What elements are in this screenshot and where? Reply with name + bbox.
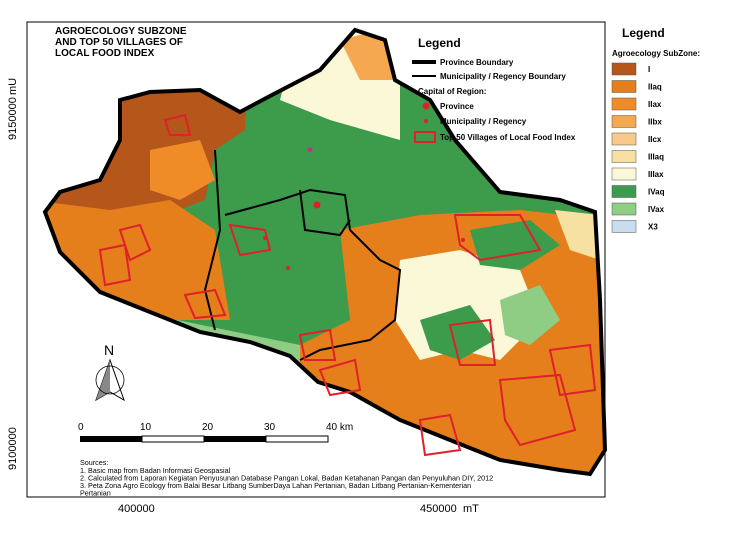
- legend-label: Municipality / Regency Boundary: [440, 72, 566, 81]
- legend-label: Top 50 Villages of Local Food Index: [440, 133, 576, 142]
- regency-capital: [286, 266, 290, 270]
- sources-heading: Sources:: [80, 458, 108, 467]
- x-label: 450000: [420, 503, 457, 515]
- legend-swatch: [611, 97, 637, 111]
- legend-symbol: [424, 119, 428, 123]
- y-unit: mU: [7, 78, 19, 95]
- legend-right: Legend Agroecology SubZone: IIIaqIIaxIIb…: [611, 26, 700, 233]
- title-line: LOCAL FOOD INDEX: [55, 48, 155, 59]
- legend-title: Legend: [622, 26, 665, 40]
- regency-capital: [461, 238, 465, 242]
- legend-swatch: [611, 202, 637, 216]
- title-line: AGROECOLOGY SUBZONE: [55, 26, 187, 37]
- scale-bar: 0 10 20 30 40 km: [78, 422, 353, 443]
- scale-label: 10: [140, 422, 152, 433]
- legend-swatch: [611, 150, 637, 163]
- regency-boundaries: [203, 149, 402, 361]
- source-line: 1. Basic map from Badan Informasi Geospa…: [80, 466, 231, 475]
- legend-swatch: [611, 132, 637, 146]
- source-line: 2. Calculated from Laporan Kegiatan Peny…: [80, 474, 493, 483]
- legend-left: Legend Province Boundary Municipality / …: [412, 36, 576, 143]
- legend-symbol: [414, 131, 436, 143]
- y-label: 9150000: [7, 97, 19, 140]
- title-line: AND TOP 50 VILLAGES OF: [55, 37, 183, 48]
- legend-swatch: [611, 115, 637, 128]
- sources: Sources:1. Basic map from Badan Informas…: [80, 458, 493, 498]
- legend-label: IIaq: [648, 83, 662, 92]
- scale-label: 0: [78, 422, 84, 433]
- legend-swatch: [611, 62, 637, 76]
- legend-label: Capital of Region:: [418, 87, 486, 96]
- scale-label: 40 km: [326, 422, 353, 433]
- scale-label: 30: [264, 422, 276, 433]
- legend-label: X3: [648, 223, 658, 232]
- subzones: [45, 30, 605, 474]
- scale-label: 20: [202, 422, 214, 433]
- legend-label: IVaq: [648, 188, 665, 197]
- legend-label: IIIaq: [648, 153, 664, 162]
- legend-label: I: [648, 65, 650, 74]
- regency-capital: [307, 147, 313, 153]
- source-line: Pertanian: [80, 489, 111, 498]
- legend-swatch: [611, 167, 637, 181]
- legend-label: IIIax: [648, 170, 664, 179]
- legend-heading: Agroecology SubZone:: [612, 49, 700, 58]
- legend-swatch: [611, 80, 637, 93]
- north-label: N: [104, 342, 114, 358]
- legend-label: IIbx: [648, 118, 662, 127]
- x-label: 400000: [118, 503, 155, 515]
- legend-label: IVax: [648, 205, 665, 214]
- source-line: 3. Peta Zona Agro Ecology from Balai Bes…: [80, 481, 471, 490]
- top-villages: [98, 113, 597, 457]
- legend-label: IIcx: [648, 135, 662, 144]
- x-unit: mT: [463, 503, 479, 515]
- map-frame: [26, 21, 606, 498]
- legend-swatch: [611, 220, 637, 233]
- legend-title: Legend: [418, 36, 461, 50]
- legend-label: IIax: [648, 100, 662, 109]
- legend-label: Province: [440, 102, 474, 111]
- province-capital: [313, 201, 321, 209]
- legend-symbol: [422, 102, 430, 110]
- regency-capital: [263, 236, 267, 240]
- y-label: 9100000: [7, 427, 19, 470]
- legend-label: Municipality / Regency: [440, 117, 527, 126]
- legend-swatch: [611, 185, 637, 198]
- north-arrow: N: [95, 342, 125, 402]
- legend-label: Province Boundary: [440, 58, 514, 67]
- province-boundary: [42, 27, 608, 477]
